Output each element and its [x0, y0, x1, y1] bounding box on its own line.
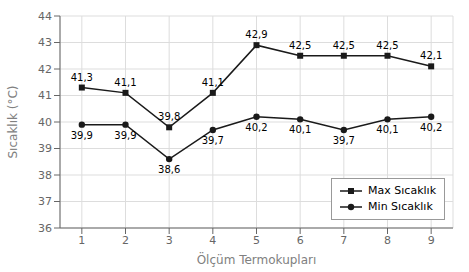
- svg-text:40,1: 40,1: [376, 124, 398, 135]
- svg-text:9: 9: [428, 234, 435, 247]
- svg-text:39,9: 39,9: [71, 130, 93, 141]
- svg-text:42,1: 42,1: [420, 50, 442, 61]
- svg-text:36: 36: [38, 222, 52, 235]
- svg-text:42,5: 42,5: [376, 40, 398, 51]
- svg-text:Ölçüm Termokupları: Ölçüm Termokupları: [197, 251, 317, 267]
- svg-text:40,1: 40,1: [289, 124, 311, 135]
- svg-text:42,5: 42,5: [289, 40, 311, 51]
- svg-text:39,8: 39,8: [158, 111, 180, 122]
- svg-text:41,1: 41,1: [202, 77, 224, 88]
- svg-text:Sıcaklık (°C): Sıcaklık (°C): [6, 85, 20, 158]
- svg-text:38: 38: [38, 169, 52, 182]
- html-text:Min Sıcaklık: Min Sıcaklık: [368, 200, 433, 213]
- svg-text:37: 37: [38, 195, 52, 208]
- svg-text:2: 2: [122, 234, 129, 247]
- svg-text:39,9: 39,9: [114, 130, 136, 141]
- svg-text:43: 43: [38, 36, 52, 49]
- svg-text:41,3: 41,3: [71, 72, 93, 83]
- svg-text:39,7: 39,7: [202, 135, 224, 146]
- svg-text:42: 42: [38, 63, 52, 76]
- svg-text:40,2: 40,2: [245, 122, 267, 133]
- svg-text:39,7: 39,7: [333, 135, 355, 146]
- svg-text:8: 8: [384, 234, 391, 247]
- svg-text:39: 39: [38, 142, 52, 155]
- svg-text:3: 3: [166, 234, 173, 247]
- svg-text:4: 4: [209, 234, 216, 247]
- svg-text:41: 41: [38, 89, 52, 102]
- svg-text:42,5: 42,5: [333, 40, 355, 51]
- svg-text:41,1: 41,1: [114, 77, 136, 88]
- svg-text:40,2: 40,2: [420, 122, 442, 133]
- svg-text:38,6: 38,6: [158, 164, 180, 175]
- svg-text:1: 1: [78, 234, 85, 247]
- html-text:Max Sıcaklık: Max Sıcaklık: [368, 184, 436, 197]
- svg-text:5: 5: [253, 234, 260, 247]
- svg-text:6: 6: [297, 234, 304, 247]
- svg-text:40: 40: [38, 116, 52, 129]
- svg-text:44: 44: [38, 10, 52, 23]
- svg-text:7: 7: [340, 234, 347, 247]
- svg-text:42,9: 42,9: [245, 29, 267, 40]
